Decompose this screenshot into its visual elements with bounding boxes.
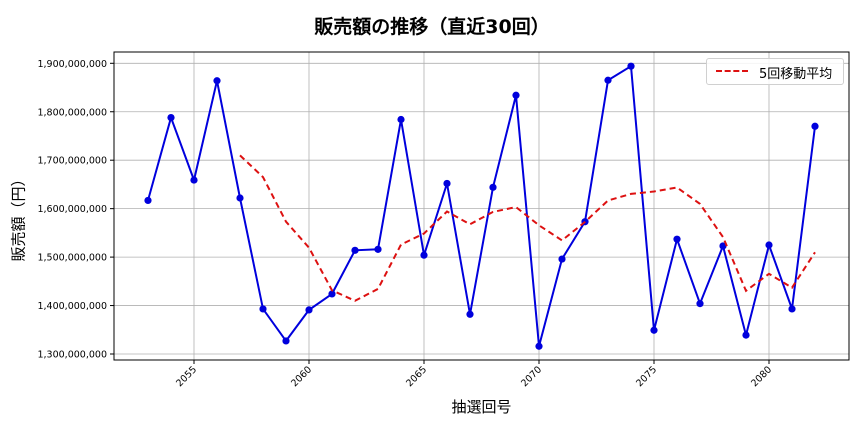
legend-label-moving-average: 5回移動平均	[759, 67, 833, 82]
data-point-marker	[282, 337, 290, 345]
axes-frame	[113, 51, 850, 361]
y-tick-label: 1,700,000,000	[37, 156, 107, 167]
data-point-marker	[328, 290, 336, 298]
data-point-marker	[236, 194, 244, 202]
data-point-marker	[604, 76, 612, 84]
data-point-marker	[650, 326, 658, 334]
data-point-marker	[512, 91, 520, 99]
data-point-marker	[213, 77, 221, 85]
sales-line	[147, 64, 816, 347]
x-tick-label: 2080	[749, 364, 774, 389]
data-point-marker	[765, 241, 773, 249]
x-tick-label: 2075	[634, 364, 659, 389]
data-point-marker	[144, 196, 152, 205]
data-point-marker	[535, 342, 543, 350]
data-point-marker	[466, 310, 474, 318]
y-tick-label: 1,800,000,000	[37, 107, 107, 118]
data-point-marker	[443, 179, 451, 188]
data-point-marker	[397, 115, 405, 124]
data-point-marker	[489, 183, 497, 191]
x-tick-label: 2065	[404, 364, 429, 389]
y-tick-label: 1,500,000,000	[37, 253, 107, 264]
legend-dashed-line-icon	[716, 70, 748, 72]
data-point-marker	[811, 122, 819, 130]
moving-average-line	[239, 154, 816, 302]
data-point-marker	[259, 305, 267, 313]
data-point-marker	[742, 331, 750, 339]
data-point-marker	[167, 113, 175, 122]
x-tick-label: 2055	[174, 364, 199, 389]
data-point-marker	[627, 62, 635, 70]
data-point-marker	[420, 251, 428, 259]
chart-title: 販売額の推移（直近30回）	[314, 16, 550, 38]
data-point-marker	[190, 176, 198, 184]
data-point-marker	[696, 300, 704, 308]
data-point-marker	[558, 255, 566, 263]
legend: 5回移動平均	[706, 58, 844, 85]
y-tick-label: 1,900,000,000	[37, 59, 107, 70]
y-tick-label: 1,400,000,000	[37, 301, 107, 312]
data-point-marker	[305, 306, 313, 314]
x-tick-label: 2060	[289, 364, 314, 389]
data-point-marker	[374, 245, 382, 253]
data-point-marker	[351, 246, 359, 254]
y-axis-label: 販売額（円）	[9, 171, 28, 262]
data-point-marker	[719, 242, 727, 250]
x-axis-label: 抽選回号	[451, 398, 512, 416]
x-tick-label: 2070	[519, 364, 544, 389]
y-tick-label: 1,600,000,000	[37, 204, 107, 215]
data-point-marker	[788, 305, 796, 313]
data-point-marker	[673, 235, 681, 243]
y-tick-label: 1,300,000,000	[37, 350, 107, 361]
